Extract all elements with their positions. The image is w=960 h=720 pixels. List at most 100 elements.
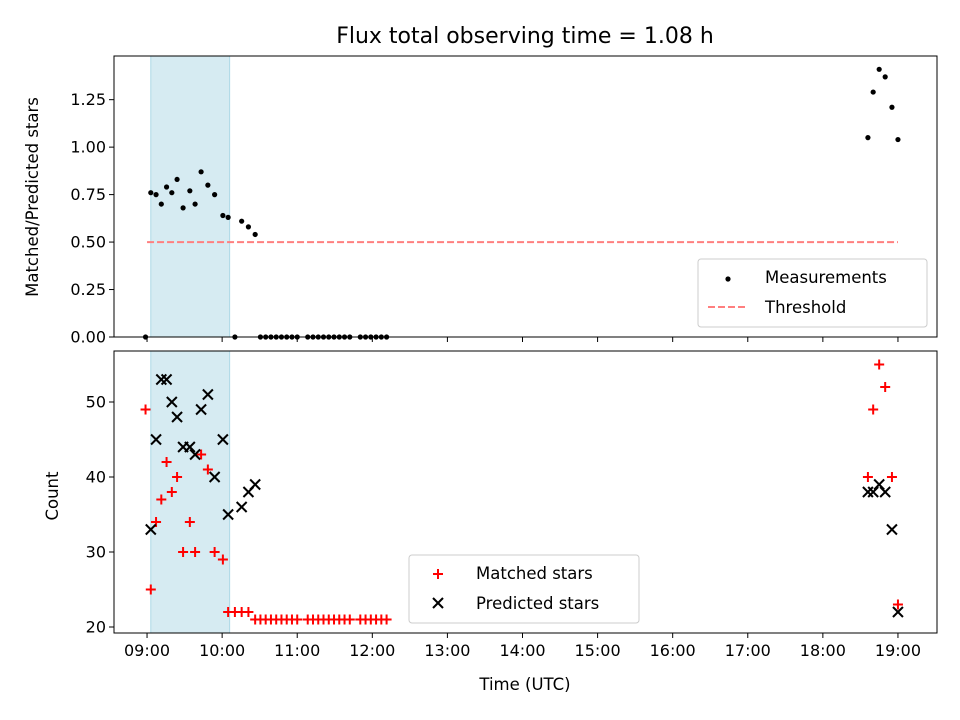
bottom-matched-stars-point [892, 599, 903, 610]
bottom-predicted-stars-point [195, 403, 207, 416]
top-measurements-point [198, 169, 204, 175]
bottom-predicted-stars-point [145, 523, 157, 536]
chart-title: Flux total observing time = 1.08 h [336, 24, 714, 49]
bottom-predicted-stars-point [873, 478, 885, 491]
top-legend-frame [697, 258, 928, 328]
top-y-tick-label: 0.50 [70, 233, 106, 252]
legend-threshold-label: Threshold [764, 298, 846, 317]
top-measurements-point [252, 231, 258, 238]
bottom-x-tick-label: 09:00 [124, 641, 170, 660]
bottom-predicted-stars-point [184, 441, 196, 453]
bottom-axes-frame [113, 350, 938, 634]
bottom-y-tick-label: 40 [86, 468, 106, 487]
top-measurements-point [889, 104, 895, 110]
bottom-matched-stars-point [344, 614, 355, 625]
top-measurements-point [239, 218, 245, 224]
bottom-matched-stars-point [190, 547, 201, 557]
top-measurements-point [148, 190, 154, 196]
bottom-x-tick-label: 17:00 [725, 641, 771, 660]
bottom-x-tick-label: 18:00 [800, 641, 846, 660]
bottom-predicted-stars-point [160, 373, 173, 386]
bottom-predicted-stars-point [249, 478, 261, 491]
top-measurements-point [245, 224, 252, 230]
bottom-predicted-stars-point-b [235, 501, 248, 513]
bottom-predicted-stars-point-b [160, 373, 173, 386]
bottom-predicted-stars-point-b [171, 411, 183, 423]
bottom-matched-stars-point [178, 547, 189, 557]
bottom-predicted-stars-point-b [166, 396, 178, 408]
bottom-predicted-stars-point-b [145, 523, 157, 536]
bottom-matched-stars-point [243, 607, 254, 617]
legend-predicted-marker [432, 597, 444, 609]
bottom-predicted-stars-point-b [208, 471, 221, 483]
top-measurements-point [169, 190, 175, 196]
bottom-x-tick-label: 13:00 [424, 641, 470, 660]
bottom-matched-stars-point [156, 494, 167, 505]
bottom-legend-frame [408, 554, 640, 624]
bottom-matched-stars-point [880, 382, 891, 392]
bottom-matched-stars-point [202, 464, 213, 475]
bottom-matched-stars-point [874, 359, 885, 370]
bottom-matched-stars-point [886, 472, 897, 482]
bottom-matched-stars-point [145, 584, 156, 595]
bottom-y-tick-label: 50 [86, 393, 106, 412]
top-y-axis-label: Matched/Predicted stars [23, 97, 42, 297]
bottom-predicted-stars-point [171, 411, 183, 423]
bottom-predicted-stars-point [166, 396, 178, 408]
x-axis-label: Time (UTC) [478, 675, 570, 694]
bottom-matched-stars-point [184, 517, 195, 527]
top-measurements-point [876, 66, 882, 72]
top-y-tick-label: 0.25 [70, 280, 106, 299]
top-measurements-point [882, 74, 888, 80]
bottom-predicted-stars-point-b [150, 433, 162, 446]
bottom-predicted-stars-point-b [873, 478, 885, 491]
top-measurements-point [205, 182, 211, 188]
bottom-predicted-stars-point [879, 486, 891, 498]
bottom-legend: Matched stars Predicted stars [408, 554, 640, 624]
top-measurements-point [870, 89, 876, 95]
bottom-predicted-stars-point-b [879, 486, 891, 498]
top-measurements-point [180, 205, 186, 211]
bottom-predicted-stars-point [150, 433, 162, 446]
bottom-matched-stars-point [868, 404, 879, 415]
bottom-matched-stars-point [292, 614, 303, 625]
bottom-predicted-stars-point-b [184, 441, 196, 453]
legend-measurements-marker [725, 276, 731, 282]
bottom-predicted-stars-point-b [222, 508, 234, 521]
top-measurements-point [187, 188, 193, 194]
bottom-predicted-stars-point [892, 606, 904, 618]
bottom-matched-stars-point [140, 404, 151, 415]
bottom-panel: 20 30 40 50 09:00 10:00 11:00 12:00 13:00 14:00 15… [86, 350, 938, 660]
top-y-tick-label: 1.25 [70, 90, 106, 109]
bottom-predicted-stars-point [886, 523, 898, 536]
legend-matched-label: Matched stars [476, 564, 593, 583]
top-panel: 0.00 0.25 0.50 0.75 1.00 1.25 [70, 55, 938, 347]
top-observing-span [150, 55, 231, 338]
top-measurements-point [865, 135, 871, 141]
legend-matched-marker [433, 569, 443, 579]
bottom-predicted-stars-point-b [202, 388, 214, 401]
bottom-predicted-stars-point-b [249, 478, 261, 491]
bottom-x-tick-label: 10:00 [199, 641, 245, 660]
top-measurements-point [158, 201, 164, 207]
bottom-predicted-stars-point [202, 388, 214, 401]
bottom-predicted-stars-point-b [195, 403, 207, 416]
top-measurements-point [212, 192, 218, 198]
bottom-predicted-stars-point [222, 508, 234, 521]
bottom-matched-stars-point [196, 449, 207, 460]
top-axes-frame [113, 55, 938, 338]
bottom-y-tick-label: 20 [86, 618, 106, 637]
bottom-matched-stars-point [161, 457, 172, 467]
bottom-matched-stars-point [217, 554, 228, 565]
bottom-x-tick-label: 11:00 [274, 641, 320, 660]
bottom-matched-stars-point [166, 487, 177, 497]
bottom-predicted-stars-point-b [867, 486, 879, 498]
bottom-predicted-stars-point-b [189, 448, 201, 461]
bottom-x-tick-label: 12:00 [349, 641, 395, 660]
top-legend: Measurements Threshold [697, 258, 928, 328]
bottom-matched-stars-point [172, 472, 183, 482]
top-measurements-point [174, 176, 180, 183]
bottom-observing-span [150, 350, 231, 634]
top-measurements-point [220, 212, 226, 219]
